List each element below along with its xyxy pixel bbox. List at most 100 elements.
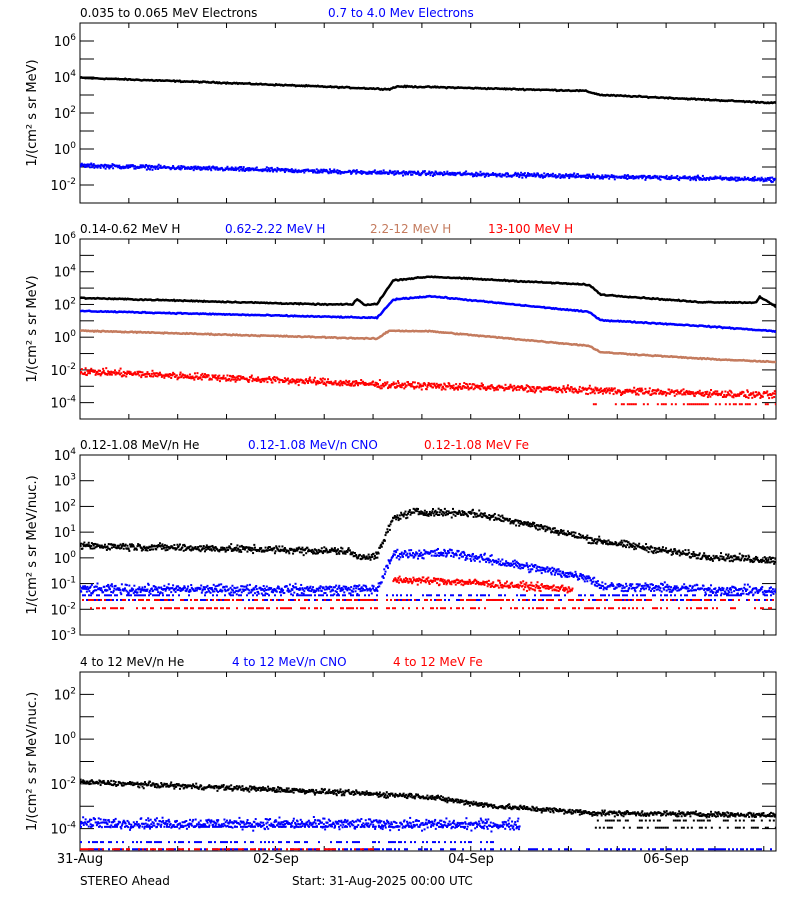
- data-point: [105, 367, 108, 370]
- data-point: [180, 589, 183, 592]
- data-point: [294, 168, 297, 171]
- data-point: [273, 546, 276, 549]
- data-point: [82, 585, 85, 588]
- data-point: [646, 176, 649, 179]
- data-point: [195, 375, 198, 378]
- data-point: [268, 376, 271, 379]
- data-point: [636, 175, 639, 178]
- data-point: [173, 589, 176, 592]
- data-point: [98, 372, 101, 375]
- data-point: [229, 547, 232, 550]
- data-point: [132, 592, 135, 595]
- data-point: [466, 383, 469, 386]
- data-point: [460, 513, 463, 516]
- data-point: [466, 557, 469, 560]
- data-point: [266, 170, 269, 173]
- data-point: [772, 392, 775, 395]
- data-point: [83, 541, 86, 544]
- data-point: [552, 527, 555, 530]
- data-point: [571, 390, 574, 393]
- floor-point: [458, 594, 460, 597]
- data-point: [324, 383, 327, 386]
- data-point: [122, 589, 125, 592]
- data-point: [80, 544, 82, 547]
- data-point: [632, 389, 635, 392]
- floor-point: [172, 598, 174, 601]
- data-point: [208, 548, 211, 551]
- data-point: [591, 542, 594, 545]
- data-point: [297, 384, 300, 387]
- data-point: [362, 383, 365, 386]
- data-point: [198, 587, 201, 590]
- data-point: [687, 549, 690, 552]
- data-point: [319, 170, 322, 173]
- data-point: [473, 387, 476, 390]
- data-point: [557, 533, 560, 536]
- data-point: [326, 380, 329, 383]
- data-point: [271, 549, 274, 552]
- data-point: [113, 587, 116, 590]
- data-point: [145, 546, 148, 549]
- data-point: [309, 379, 312, 382]
- data-point: [695, 557, 698, 560]
- data-point: [736, 558, 739, 561]
- data-point: [108, 588, 111, 591]
- data-point: [290, 381, 293, 384]
- data-point: [307, 587, 310, 590]
- data-point: [415, 507, 418, 510]
- data-point: [120, 593, 123, 596]
- floor-point: [732, 594, 734, 597]
- data-point: [355, 556, 358, 559]
- data-point: [212, 166, 215, 169]
- data-point: [316, 171, 319, 174]
- data-point: [427, 382, 430, 385]
- floor-point: [660, 403, 663, 406]
- data-point: [546, 172, 549, 175]
- data-point: [393, 516, 396, 519]
- data-point: [422, 553, 425, 556]
- data-point: [658, 546, 661, 549]
- data-point: [89, 163, 92, 166]
- floor-point: [448, 598, 450, 601]
- data-point: [330, 549, 333, 552]
- data-point: [332, 169, 335, 172]
- data-point: [156, 588, 159, 591]
- data-point: [450, 511, 453, 514]
- data-point: [345, 550, 348, 553]
- data-point: [157, 163, 160, 166]
- data-point: [377, 552, 380, 555]
- data-point: [652, 552, 655, 555]
- data-point: [530, 173, 533, 176]
- data-point: [448, 384, 451, 387]
- data-point: [665, 547, 668, 550]
- data-point: [107, 583, 110, 586]
- data-point: [702, 584, 705, 587]
- data-point: [239, 375, 242, 378]
- floor-point: [674, 403, 677, 406]
- floor-point: [612, 594, 614, 597]
- data-point: [535, 173, 538, 176]
- data-point: [134, 167, 137, 170]
- data-point: [226, 374, 229, 377]
- data-point: [357, 588, 360, 591]
- data-point: [87, 545, 90, 548]
- data-point: [307, 550, 310, 553]
- data-point: [745, 395, 748, 398]
- data-point: [368, 587, 371, 590]
- data-point: [512, 562, 515, 565]
- floor-point: [326, 594, 328, 597]
- data-point: [206, 584, 209, 587]
- data-point: [312, 550, 315, 553]
- data-point: [365, 585, 368, 588]
- data-point: [635, 586, 638, 589]
- data-point: [217, 377, 220, 380]
- data-point: [762, 392, 765, 395]
- data-point: [298, 546, 301, 549]
- data-point: [177, 588, 180, 591]
- data-point: [586, 177, 589, 180]
- data-point: [333, 168, 336, 171]
- data-point: [705, 391, 708, 394]
- data-point: [405, 384, 408, 387]
- data-point: [296, 592, 299, 595]
- data-point: [370, 556, 373, 559]
